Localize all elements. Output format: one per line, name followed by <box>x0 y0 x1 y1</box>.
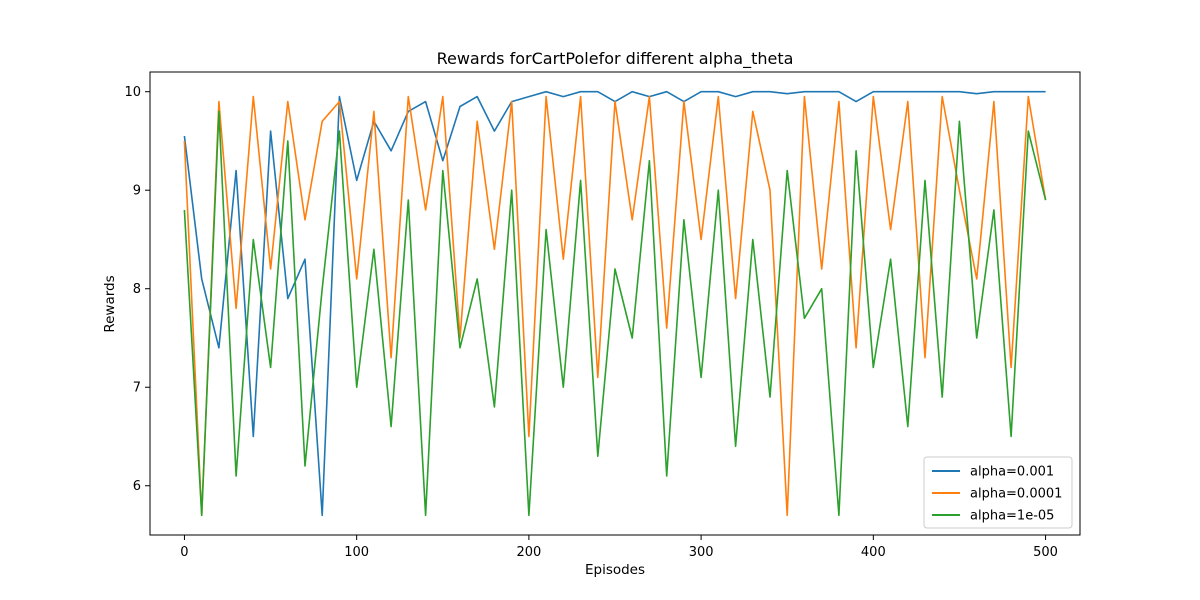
plot-area <box>183 90 1047 517</box>
y-tick-label: 10 <box>124 85 141 100</box>
y-tick-label: 9 <box>133 184 141 199</box>
x-tick-label: 300 <box>689 545 714 560</box>
axes: 0 100 200 300 400 500 6 7 8 9 10 <box>124 71 1081 560</box>
y-tick-label: 8 <box>133 282 141 297</box>
x-tick-label: 200 <box>516 545 541 560</box>
series-line-2 <box>183 95 1047 517</box>
plot-frame <box>149 71 1081 536</box>
x-tick-label: 100 <box>344 545 369 560</box>
legend: alpha=0.001 alpha=0.0001 alpha=1e-05 <box>923 456 1073 529</box>
x-axis-label: Episodes <box>585 562 645 578</box>
x-tick-label: 500 <box>1033 545 1058 560</box>
series-line-3 <box>183 110 1047 517</box>
legend-box <box>923 456 1073 529</box>
y-axis-label: Rewards <box>102 275 118 332</box>
legend-label: alpha=1e-05 <box>970 509 1054 524</box>
chart-title: Rewards forCartPolefor different alpha_t… <box>437 49 794 69</box>
x-tick-label: 400 <box>861 545 886 560</box>
y-tick-label: 7 <box>133 381 141 396</box>
x-tick-label: 0 <box>180 545 188 560</box>
legend-label: alpha=0.0001 <box>970 487 1062 502</box>
y-tick-label: 6 <box>133 479 141 494</box>
legend-label: alpha=0.001 <box>970 465 1054 480</box>
